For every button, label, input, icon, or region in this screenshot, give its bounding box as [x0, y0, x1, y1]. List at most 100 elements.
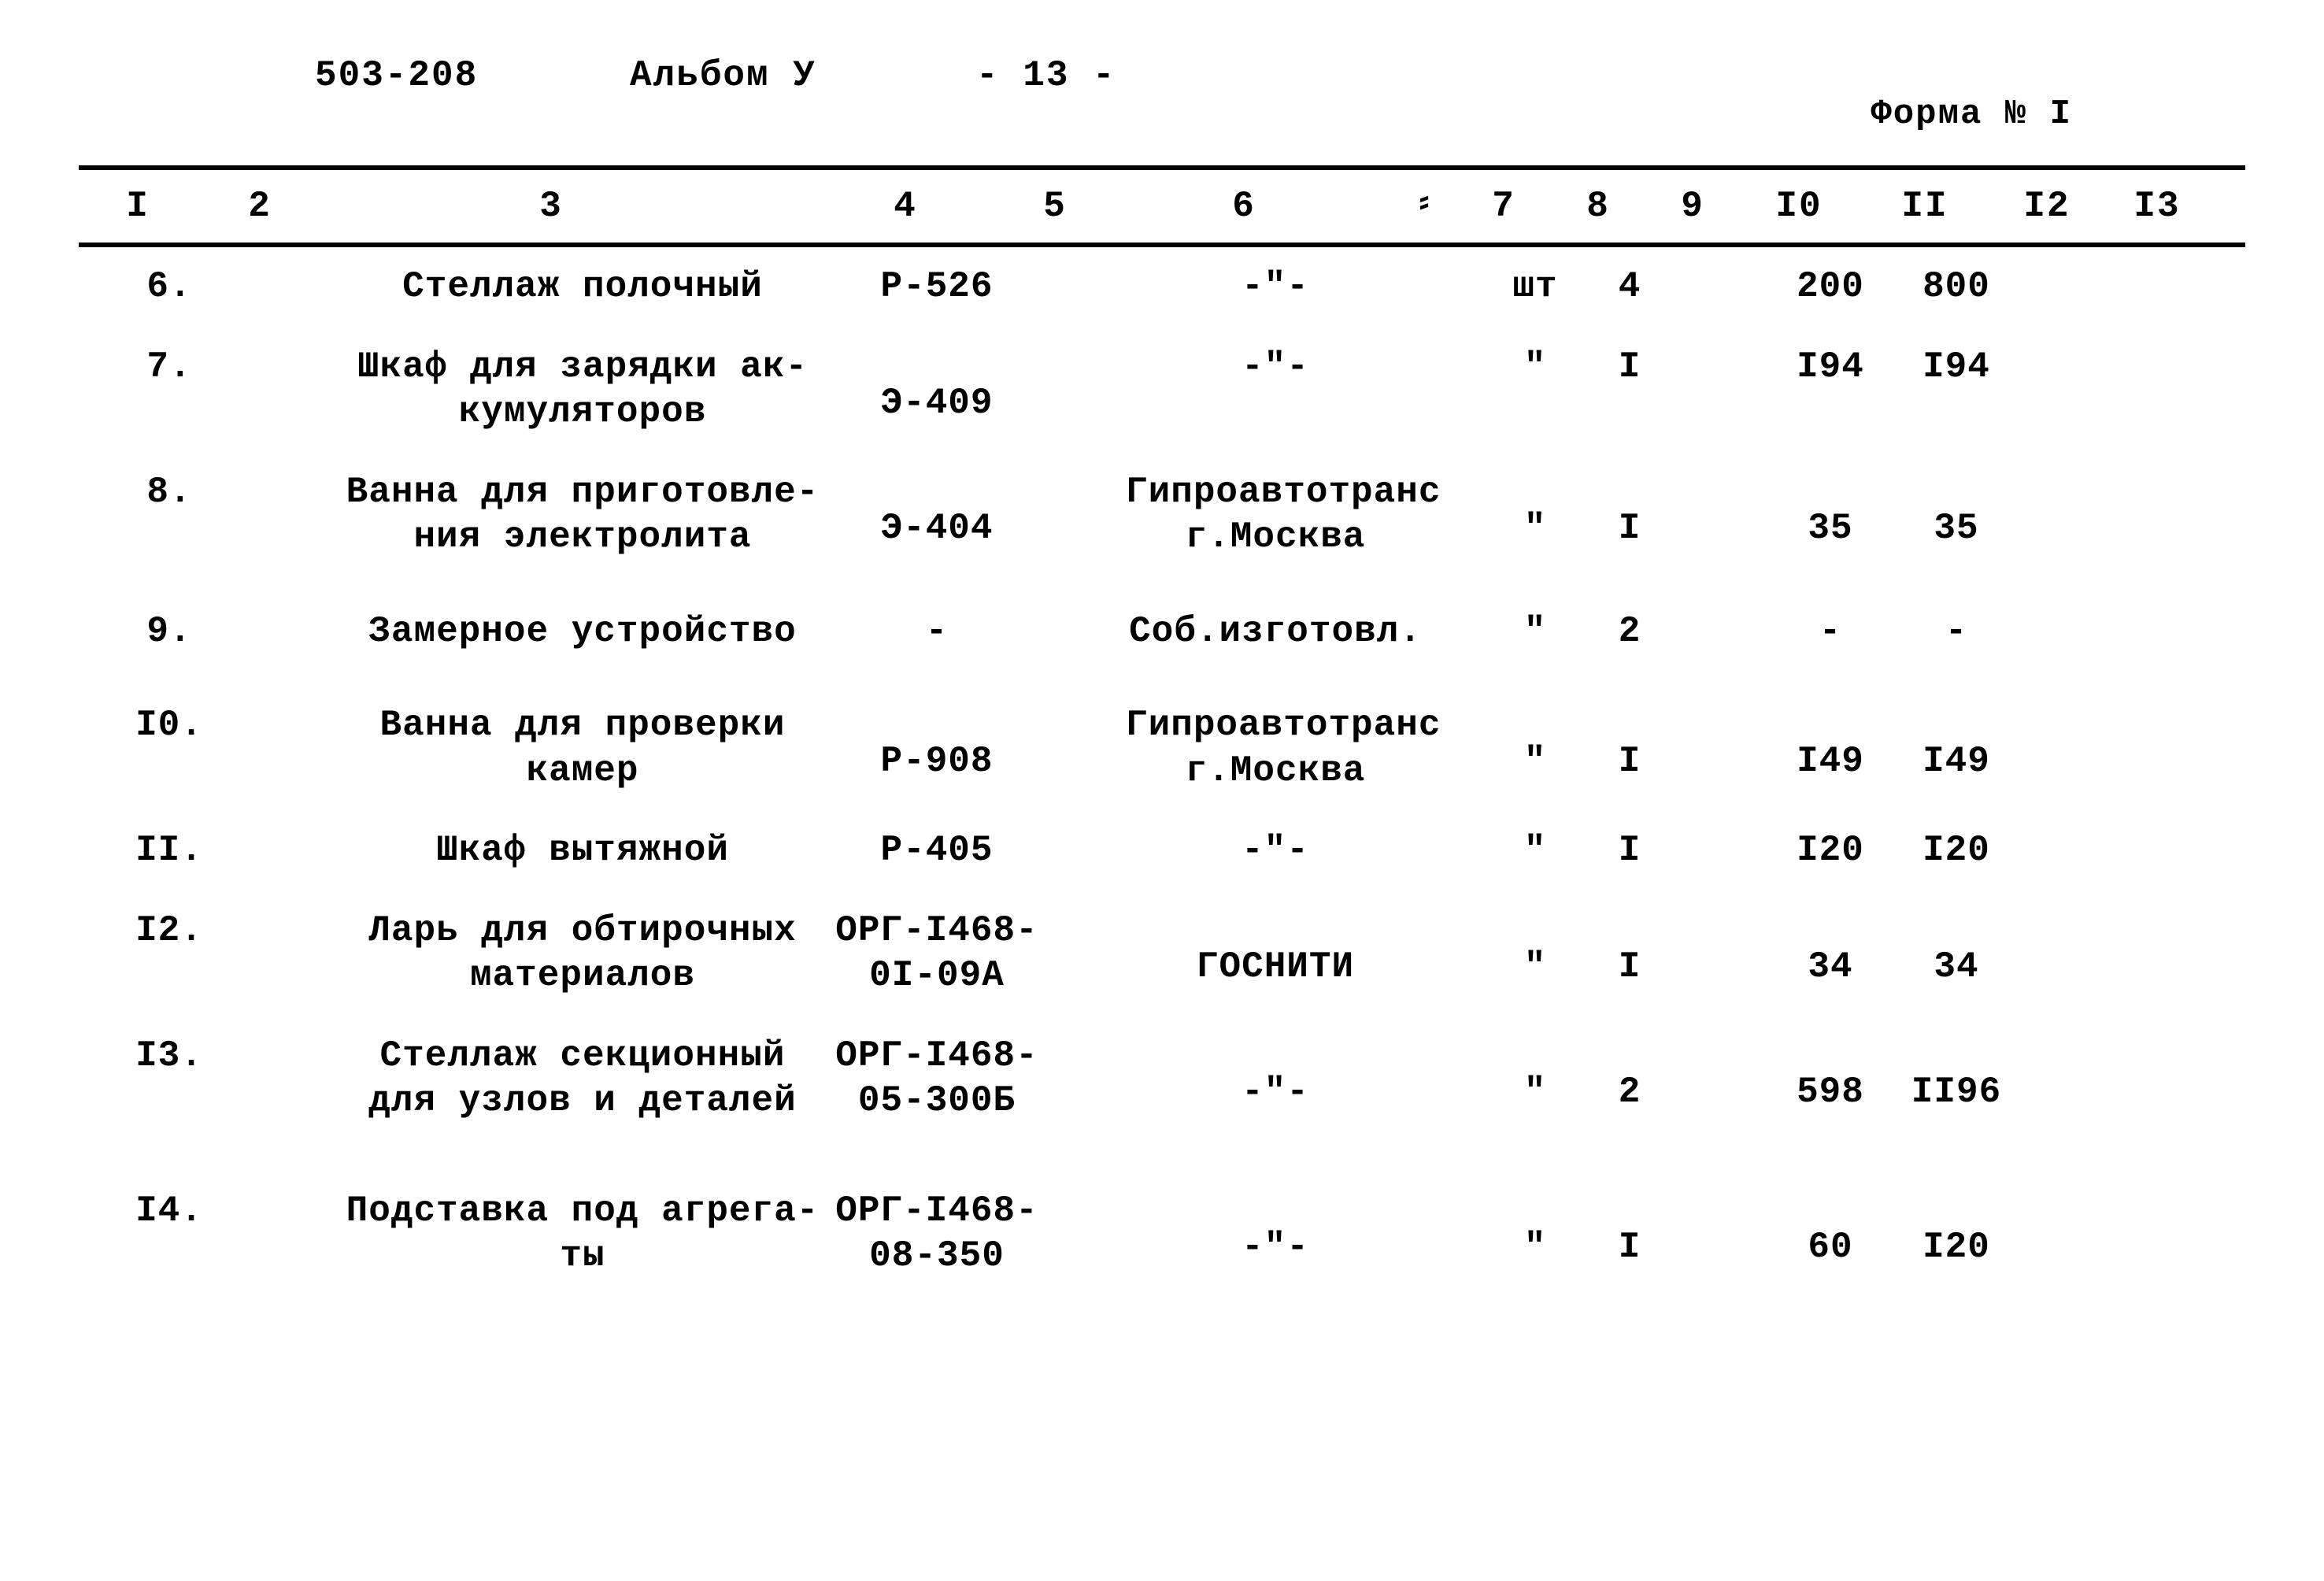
row-qty: 2 [1582, 1034, 1677, 1116]
row-desc: Стеллаж секционный для узлов и деталей [339, 1034, 827, 1124]
row-desc: Ванна для приготовле- ния электролита [339, 470, 827, 561]
row-qty: I [1582, 1189, 1677, 1271]
row-code: - [827, 609, 1047, 655]
page-header: 503-208 Альбом У - 13 - Форма № I [79, 55, 2245, 134]
table-body: 6. Стеллаж полочный Р-526 -"- шт 4 200 8… [79, 247, 2245, 1297]
row-v11: 34 [1889, 909, 2023, 990]
row-v11: I20 [1889, 828, 2023, 874]
row-unit: " [1488, 703, 1582, 785]
row-v10: I49 [1771, 703, 1889, 785]
row-num: I0. [79, 703, 244, 749]
col-12: I2 [1992, 186, 2102, 227]
row-code: Р-405 [827, 828, 1047, 874]
row-unit: " [1488, 828, 1582, 874]
row-unit: " [1488, 345, 1582, 391]
row-qty: 4 [1582, 265, 1677, 310]
row-desc: Замерное устройство [339, 609, 827, 655]
header-ditto-icon: ⸗ [1393, 186, 1456, 227]
row-qty: I [1582, 828, 1677, 874]
row-desc: Ванна для проверки камер [339, 703, 827, 794]
table-row: I0. Ванна для проверки камер Р-908 Гипро… [79, 672, 2245, 811]
table-row: I3. Стеллаж секционный для узлов и детал… [79, 1016, 2245, 1142]
table-row: 9. Замерное устройство - Соб.изготовл. "… [79, 578, 2245, 672]
row-maker: -"- [1126, 1189, 1425, 1271]
row-unit: " [1488, 1189, 1582, 1271]
row-desc: Шкаф для зарядки ак- кумуляторов [339, 345, 827, 435]
row-maker: -"- [1126, 828, 1425, 874]
row-qty: I [1582, 703, 1677, 785]
row-v11: 800 [1889, 265, 2023, 310]
table-row: 6. Стеллаж полочный Р-526 -"- шт 4 200 8… [79, 247, 2245, 328]
row-code: Э-404 [827, 470, 1047, 552]
col-2: 2 [213, 186, 307, 227]
row-code: ОРГ-I468- 05-300Б [827, 1034, 1047, 1124]
row-num: I4. [79, 1189, 244, 1235]
row-v10: 200 [1771, 265, 1889, 310]
page-number: - 13 - [976, 55, 1181, 96]
row-maker: Соб.изготовл. [1126, 609, 1425, 655]
row-v10: - [1771, 609, 1889, 655]
row-unit: " [1488, 470, 1582, 552]
row-desc: Подставка под агрега- ты [339, 1189, 827, 1279]
col-13: I3 [2102, 186, 2212, 227]
table-row: I4. Подставка под агрега- ты ОРГ-I468- 0… [79, 1142, 2245, 1297]
col-10: I0 [1740, 186, 1858, 227]
row-code: Э-409 [827, 345, 1047, 427]
row-qty: I [1582, 345, 1677, 391]
row-v10: 60 [1771, 1189, 1889, 1271]
row-maker: -"- [1126, 1034, 1425, 1116]
album-label: Альбом У [630, 55, 834, 96]
row-num: II. [79, 828, 244, 874]
col-11: II [1858, 186, 1992, 227]
row-num: 9. [79, 609, 244, 655]
col-3: 3 [307, 186, 795, 227]
row-v10: 598 [1771, 1034, 1889, 1116]
row-maker: Гипроавтотранс г.Москва [1126, 703, 1425, 794]
row-unit: " [1488, 1034, 1582, 1116]
document-page: 503-208 Альбом У - 13 - Форма № I I 2 3 … [0, 0, 2324, 1581]
row-desc: Шкаф вытяжной [339, 828, 827, 874]
row-v11: I20 [1889, 1189, 2023, 1271]
row-code: ОРГ-I468- 08-350 [827, 1189, 1047, 1279]
form-label: Форма № I [1871, 94, 2072, 134]
col-8: 8 [1551, 186, 1645, 227]
row-maker: ГОСНИТИ [1126, 909, 1425, 990]
row-v11: 35 [1889, 470, 2023, 552]
col-7: 7 [1456, 186, 1551, 227]
row-num: 8. [79, 470, 244, 516]
row-desc: Стеллаж полочный [339, 265, 827, 310]
col-5: 5 [1016, 186, 1094, 227]
row-unit: " [1488, 609, 1582, 655]
table-row: I2. Ларь для обтирочных материалов ОРГ-I… [79, 891, 2245, 1016]
row-unit: шт [1488, 265, 1582, 310]
col-6: 6 [1094, 186, 1393, 227]
col-1: I [79, 186, 213, 227]
row-num: I3. [79, 1034, 244, 1079]
row-num: 7. [79, 345, 244, 391]
row-v11: I94 [1889, 345, 2023, 391]
row-v10: I94 [1771, 345, 1889, 391]
row-qty: 2 [1582, 609, 1677, 655]
table-row: 7. Шкаф для зарядки ак- кумуляторов Э-40… [79, 328, 2245, 453]
row-maker: -"- [1126, 345, 1425, 391]
col-4: 4 [795, 186, 1016, 227]
row-v11: - [1889, 609, 2023, 655]
doc-code: 503-208 [315, 55, 583, 96]
table-row: 8. Ванна для приготовле- ния электролита… [79, 453, 2245, 578]
row-v10: I20 [1771, 828, 1889, 874]
table-row: II. Шкаф вытяжной Р-405 -"- " I I20 I20 [79, 811, 2245, 891]
row-v10: 35 [1771, 470, 1889, 552]
row-maker: -"- [1126, 265, 1425, 310]
row-qty: I [1582, 470, 1677, 552]
row-num: I2. [79, 909, 244, 954]
col-9: 9 [1645, 186, 1740, 227]
row-num: 6. [79, 265, 244, 310]
row-v11: I49 [1889, 703, 2023, 785]
row-desc: Ларь для обтирочных материалов [339, 909, 827, 999]
row-qty: I [1582, 909, 1677, 990]
row-code: ОРГ-I468- 0I-09А [827, 909, 1047, 999]
row-v11: II96 [1889, 1034, 2023, 1116]
row-maker: Гипроавтотранс г.Москва [1126, 470, 1425, 561]
row-unit: " [1488, 909, 1582, 990]
row-code: Р-526 [827, 265, 1047, 310]
